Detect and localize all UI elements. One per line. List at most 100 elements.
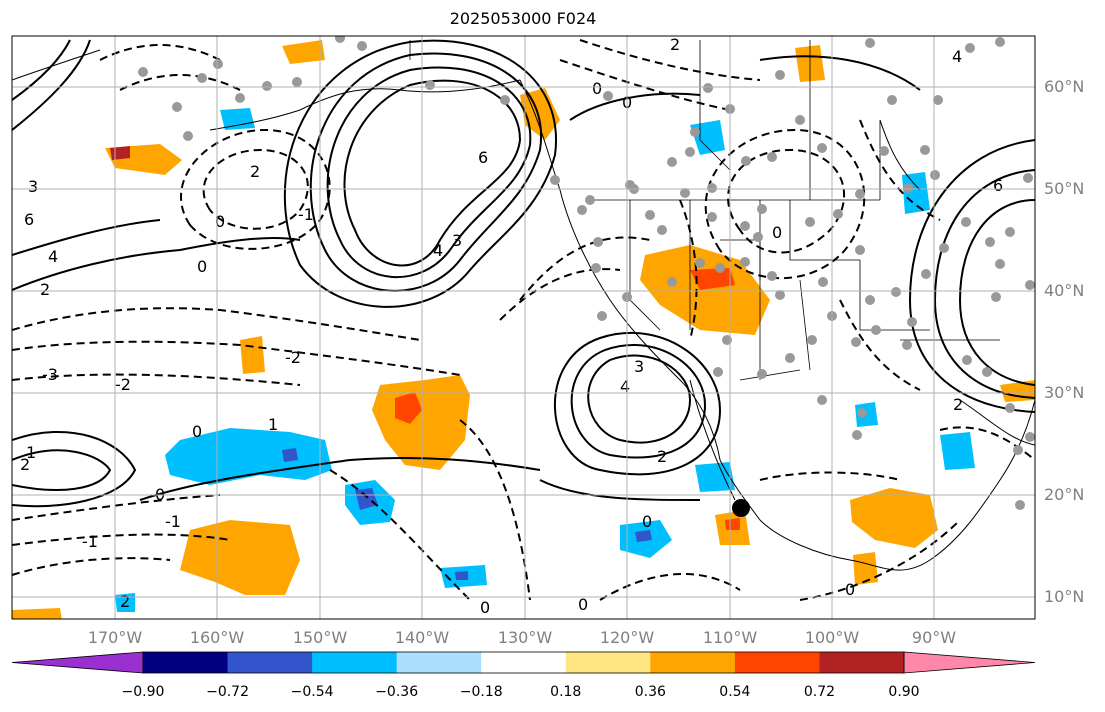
contour-label: 3 <box>28 177 38 196</box>
colorbar-tick-label: 0.90 <box>888 684 920 700</box>
contour-label: 0 <box>592 79 602 98</box>
colorbar-segment <box>312 652 398 673</box>
contour-label: 6 <box>24 210 34 229</box>
colorbar-tick-label: −0.36 <box>375 684 419 700</box>
map-frame <box>11 35 1036 620</box>
lon-label-170w: 170°W <box>87 628 143 647</box>
contour-label: 2 <box>250 162 260 181</box>
contour-label: 0 <box>192 422 202 441</box>
contour-label: 2 <box>20 455 30 474</box>
contour-label: -1 <box>298 205 314 224</box>
map-title: 2025053000 F024 <box>449 9 597 28</box>
graticule <box>12 36 1035 619</box>
colorbar-segment <box>143 652 229 673</box>
contour-label: 3 <box>634 357 644 376</box>
contour-label: -2 <box>115 375 131 394</box>
orange-region <box>850 488 938 548</box>
colorbar-segment <box>819 652 905 673</box>
cyan-region <box>165 428 332 485</box>
colorbar-tick-label: 0.72 <box>803 684 836 700</box>
contour-label: 6 <box>478 148 488 167</box>
orange-region <box>240 336 265 374</box>
colorbar-tick-label: 0.18 <box>550 684 582 700</box>
station-dots <box>138 36 1035 510</box>
red-region <box>110 146 130 160</box>
contour-label: 0 <box>772 223 782 242</box>
contour-label: -1 <box>82 532 98 551</box>
colorbar-tick-label: −0.90 <box>121 684 165 700</box>
blue-region <box>282 448 298 462</box>
contour-label: 0 <box>480 598 490 617</box>
contour-label: 0 <box>845 580 855 599</box>
cyan-region <box>220 108 255 130</box>
lon-label-140w: 140°W <box>394 628 450 647</box>
contour-label: 3 <box>452 231 462 250</box>
lon-label-150w: 150°W <box>292 628 348 647</box>
contour-label: 1 <box>268 415 278 434</box>
colorbar-tick-label: 0.54 <box>719 684 751 700</box>
contour-lines <box>12 39 1035 601</box>
colorbar-segment <box>650 652 736 673</box>
blue-region <box>455 571 468 580</box>
contour-label: 2 <box>40 280 50 299</box>
dashed-contours <box>12 39 1035 601</box>
colorbar-segment <box>565 652 651 673</box>
lat-label-20n: 20°N <box>1044 485 1085 504</box>
contour-label: 0 <box>578 595 588 614</box>
lon-label-100w: 100°W <box>804 628 860 647</box>
colorbar-segment <box>227 652 313 673</box>
red-region <box>725 518 740 530</box>
cyan-region <box>902 172 930 214</box>
colorbar-segment <box>734 652 820 673</box>
colorbar <box>11 651 1036 674</box>
colorbar-tick-label: −0.54 <box>290 684 334 700</box>
contour-label: 0 <box>197 257 207 276</box>
lon-label-90w: 90°W <box>911 628 957 647</box>
contour-label: 2 <box>953 395 963 414</box>
contour-label: -2 <box>285 348 301 367</box>
coastlines <box>12 49 1035 571</box>
lat-label-30n: 30°N <box>1044 383 1085 402</box>
colorbar-extend-low <box>11 651 144 674</box>
contour-label: 4 <box>48 247 58 266</box>
lat-label-50n: 50°N <box>1044 179 1085 198</box>
contour-label: 1 <box>26 443 36 462</box>
cyan-region <box>115 593 135 612</box>
contour-label: 2 <box>657 447 667 466</box>
contour-label: 0 <box>215 212 225 231</box>
red-region <box>395 392 422 424</box>
contour-label: 4 <box>433 241 443 260</box>
orange-region <box>180 520 300 595</box>
lat-label-40n: 40°N <box>1044 281 1085 300</box>
solid-contours <box>12 39 1035 508</box>
contour-label: 6 <box>993 176 1003 195</box>
contour-label: 2 <box>670 35 680 54</box>
lat-label-10n: 10°N <box>1044 587 1085 606</box>
contour-label: 0 <box>642 512 652 531</box>
blue-region <box>355 488 378 510</box>
colorbar-segment <box>396 652 482 673</box>
contour-label: 4 <box>952 47 962 66</box>
lon-label-160w: 160°W <box>189 628 245 647</box>
lon-label-110w: 110°W <box>702 628 758 647</box>
red-region <box>690 268 735 290</box>
shaded-anomaly-regions <box>12 40 1035 619</box>
colorbar-tick-label: −0.18 <box>459 684 503 700</box>
contour-label: -1 <box>165 512 181 531</box>
contour-label: 4 <box>620 377 630 396</box>
orange-region <box>12 608 62 619</box>
contour-label: -3 <box>42 365 58 384</box>
orange-region <box>282 40 325 64</box>
contour-label: 2 <box>120 592 130 611</box>
state-borders <box>409 40 1000 381</box>
colorbar-extend-high <box>903 651 1036 674</box>
lon-label-120w: 120°W <box>599 628 655 647</box>
colorbar-segment <box>481 652 567 673</box>
lat-label-60n: 60°N <box>1044 77 1085 96</box>
orange-region <box>640 245 770 335</box>
colorbar-outline <box>142 651 905 674</box>
blue-region <box>635 530 652 542</box>
lon-label-130w: 130°W <box>497 628 553 647</box>
orange-region <box>853 552 878 585</box>
